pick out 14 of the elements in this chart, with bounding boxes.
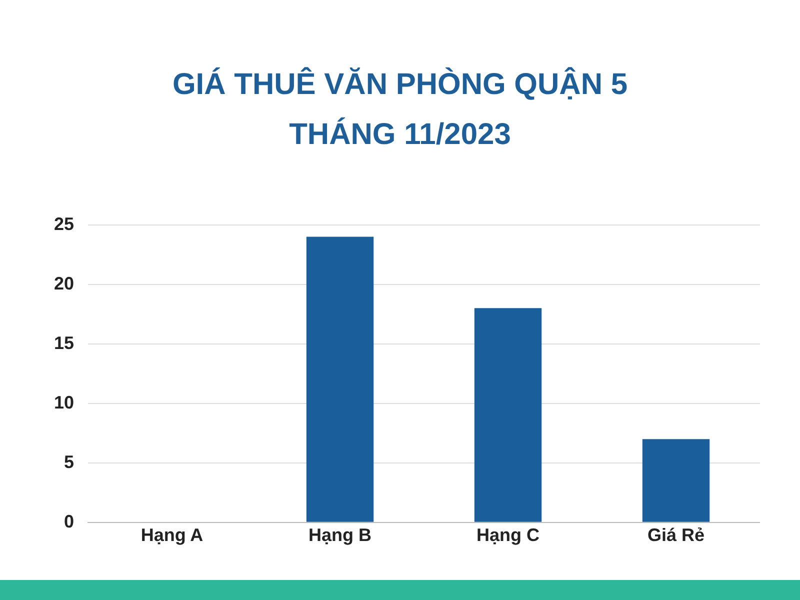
bar — [642, 439, 710, 522]
y-tick-label: 20 — [54, 273, 74, 294]
x-tick-label: Hạng A — [140, 525, 204, 546]
y-tick-label: 0 — [64, 511, 74, 532]
y-tick-label: 10 — [54, 392, 74, 412]
bar — [306, 236, 374, 522]
y-tick-label: 15 — [54, 332, 74, 353]
x-tick-label: Hạng B — [308, 525, 372, 546]
x-tick-label: Giá Rẻ — [647, 525, 705, 546]
y-tick-label: 25 — [54, 214, 74, 234]
x-tick-label: Hạng C — [476, 525, 540, 546]
y-tick-label: 5 — [64, 452, 74, 472]
bar — [474, 308, 542, 522]
chart-title: GIÁ THUÊ VĂN PHÒNG QUẬN 5 THÁNG 11/2023 — [171, 66, 629, 153]
